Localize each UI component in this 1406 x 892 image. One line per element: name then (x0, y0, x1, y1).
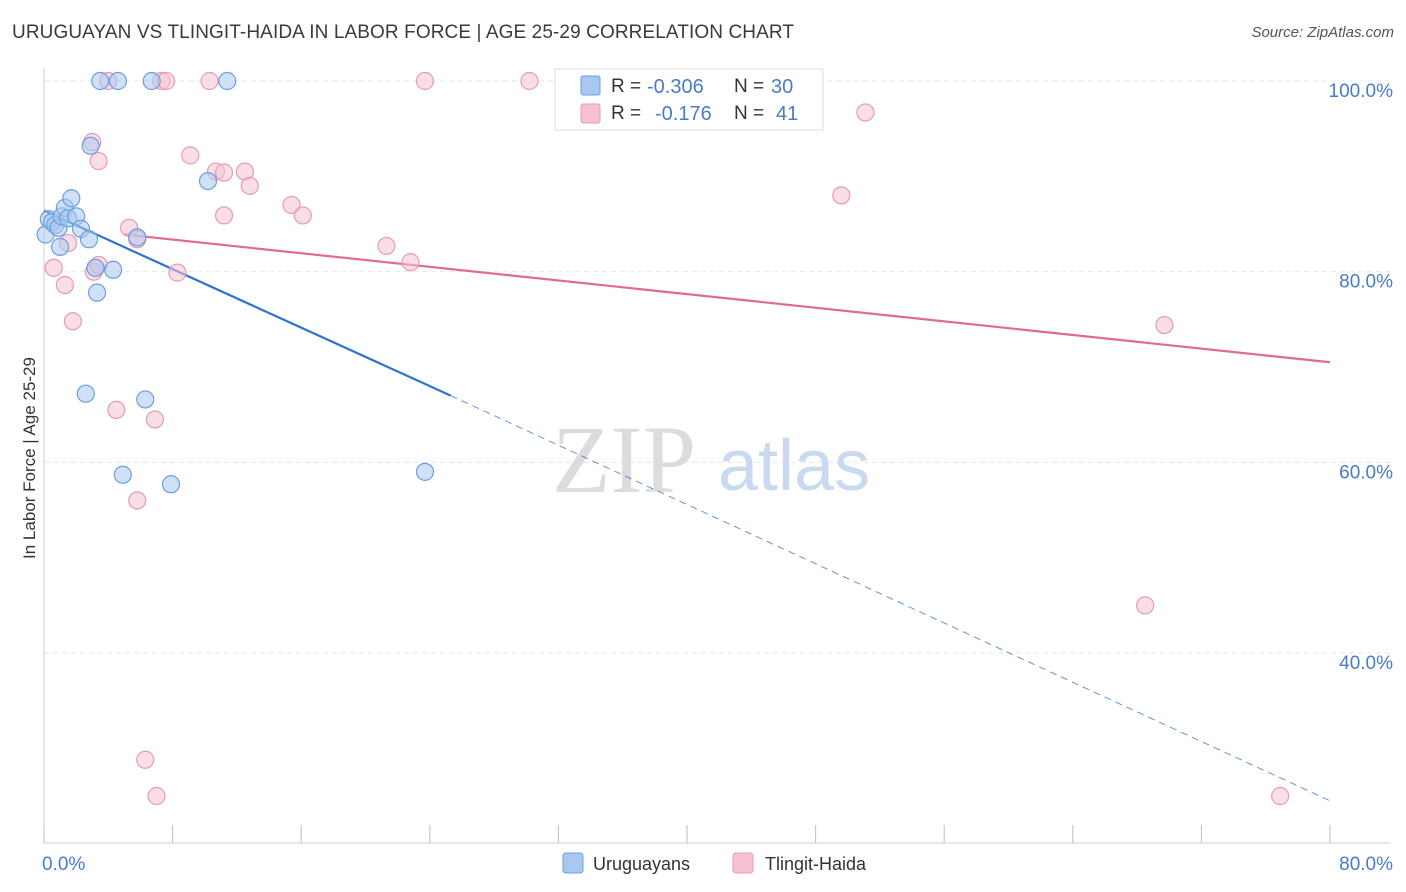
point-uruguayans-21 (128, 228, 147, 247)
point-tlingit-haida-29 (168, 263, 187, 282)
chart-title: URUGUAYAN VS TLINGIT-HAIDA IN LABOR FORC… (12, 22, 795, 43)
point-tlingit-haida-0 (44, 258, 63, 277)
bottom-legend-label-tlingit-haida: Tlingit-Haida (765, 854, 867, 874)
y-tick-label-1: 60.0% (1339, 462, 1393, 483)
point-tlingit-haida-38 (1271, 786, 1290, 806)
point-uruguayans-26 (161, 475, 181, 494)
point-tlingit-haida-17 (181, 146, 200, 165)
point-tlingit-haida-30 (832, 186, 851, 205)
point-uruguayans-19 (142, 71, 161, 91)
legend-swatch-uruguayans (580, 75, 601, 96)
point-uruguayans-24 (136, 390, 155, 409)
y-tick-labels: 40.0% 60.0% 80.0% 100.0% (1329, 81, 1394, 674)
point-tlingit-haida-31 (1155, 315, 1174, 335)
legend-n-value-tlingit-haida: 41 (776, 103, 798, 125)
point-uruguayans-27 (415, 462, 435, 481)
point-tlingit-haida-7 (89, 151, 108, 171)
stats-legend: R = -0.306 N = 30 R = -0.176 N = 41 (554, 68, 824, 131)
y-tick-label-2: 80.0% (1339, 272, 1393, 293)
legend-n-label-tlingit-haida: N = (734, 103, 764, 124)
point-uruguayans-12 (79, 230, 99, 249)
legend-n-value-uruguayans: 30 (771, 76, 793, 98)
point-tlingit-haida-22 (214, 206, 234, 225)
point-uruguayans-8 (62, 189, 81, 208)
point-uruguayans-25 (113, 465, 132, 484)
point-tlingit-haida-33 (145, 410, 165, 429)
point-uruguayans-18 (108, 71, 128, 91)
y-tick-label-0: 40.0% (1339, 653, 1393, 674)
trend-line-uruguayans (43, 209, 452, 397)
x-tick-label-0: 0.0% (42, 854, 85, 875)
watermark-zip: ZIP (552, 406, 696, 513)
bottom-legend-swatch-tlingit-haida (732, 852, 754, 874)
bottom-legend-swatch-uruguayans (562, 852, 584, 874)
point-tlingit-haida-12 (415, 71, 435, 91)
point-tlingit-haida-16 (856, 103, 875, 122)
legend-n-label-uruguayans: N = (734, 76, 764, 97)
point-tlingit-haida-24 (293, 206, 312, 225)
legend-r-value-tlingit-haida: -0.176 (655, 103, 712, 125)
point-tlingit-haida-13 (520, 71, 539, 91)
point-uruguayans-20 (218, 71, 237, 91)
point-tlingit-haida-2 (63, 312, 83, 331)
point-tlingit-haida-28 (401, 253, 420, 272)
y-tick-label-3: 100.0% (1329, 81, 1394, 102)
point-uruguayans-22 (198, 172, 218, 191)
series-legend: Uruguayans Tlingit-Haida (562, 852, 867, 874)
point-tlingit-haida-21 (240, 176, 259, 195)
watermark-atlas: atlas (718, 426, 870, 506)
axes (43, 68, 1390, 844)
trend-line-uruguayans-extension (450, 395, 1331, 802)
legend-r-value-uruguayans: -0.306 (647, 76, 704, 98)
x-tick-labels: 0.0% 80.0% (42, 854, 1393, 875)
data-points (36, 71, 1290, 806)
legend-r-label-tlingit-haida: R = (611, 103, 641, 124)
trend-lines (43, 209, 1331, 802)
point-uruguayans-15 (87, 283, 107, 302)
legend-r-label-uruguayans: R = (611, 76, 641, 97)
point-tlingit-haida-23 (282, 195, 301, 215)
point-tlingit-haida-11 (200, 71, 219, 91)
point-uruguayans-23 (76, 384, 95, 403)
point-uruguayans-17 (91, 71, 110, 91)
x-tick-label-1: 80.0% (1339, 854, 1393, 875)
point-uruguayans-14 (104, 260, 123, 279)
watermark: ZIP atlas (552, 406, 870, 513)
point-tlingit-haida-34 (128, 491, 147, 510)
point-tlingit-haida-19 (214, 163, 234, 182)
point-tlingit-haida-32 (107, 400, 126, 419)
source-label: Source: ZipAtlas.com (1251, 24, 1394, 41)
legend-swatch-tlingit-haida (580, 103, 601, 124)
point-tlingit-haida-37 (147, 786, 166, 806)
point-uruguayans-13 (86, 258, 105, 277)
point-uruguayans-16 (81, 136, 100, 155)
bottom-legend-label-uruguayans: Uruguayans (593, 854, 690, 874)
point-tlingit-haida-27 (377, 236, 396, 256)
trend-line-tlingit-haida (124, 233, 1331, 364)
point-tlingit-haida-35 (1136, 596, 1155, 615)
point-tlingit-haida-36 (136, 750, 155, 769)
y-axis-title: In Labor Force | Age 25-29 (20, 357, 39, 559)
point-tlingit-haida-1 (55, 275, 74, 295)
point-uruguayans-11 (50, 237, 70, 256)
